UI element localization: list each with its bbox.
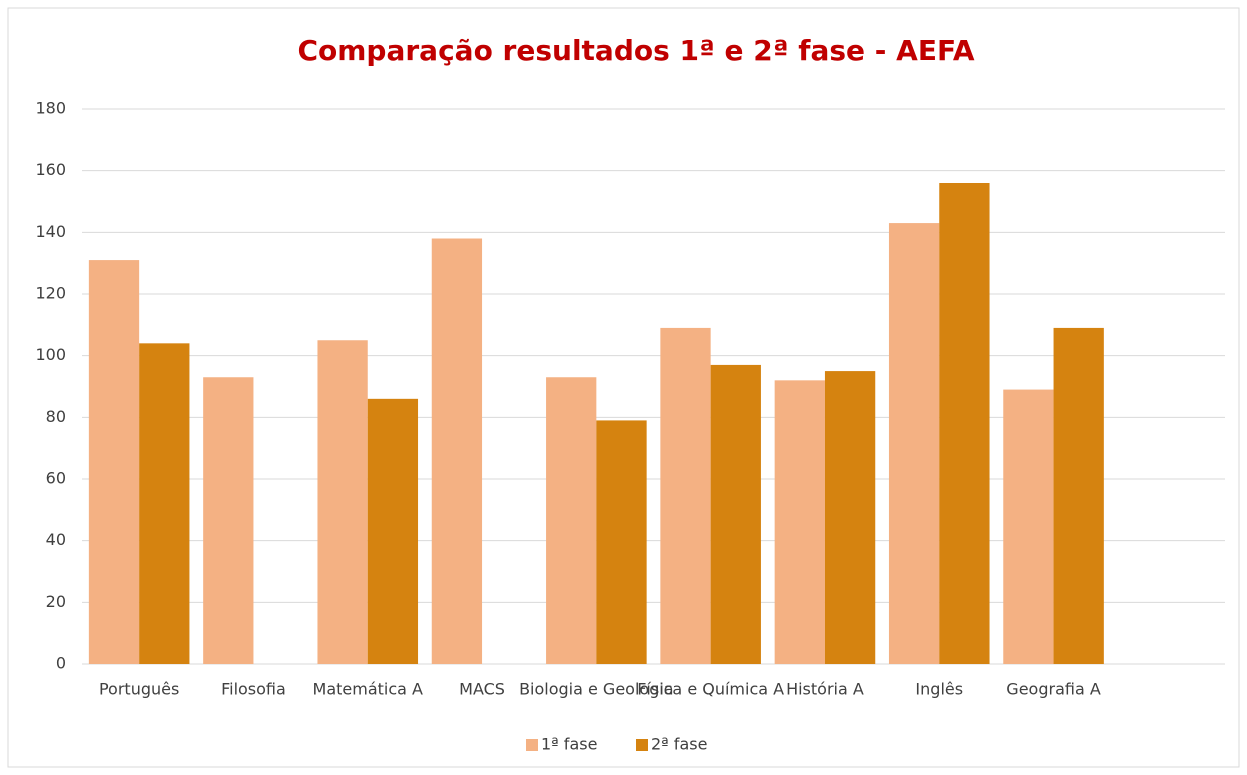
x-tick-label: Física e Química A — [637, 680, 784, 699]
legend-swatch — [636, 739, 648, 751]
y-tick-label: 80 — [46, 407, 66, 426]
x-tick-label: Português — [99, 680, 179, 699]
y-tick-label: 120 — [35, 284, 66, 303]
y-tick-label: 40 — [46, 530, 66, 549]
y-tick-label: 20 — [46, 592, 66, 611]
y-tick-label: 60 — [46, 469, 66, 488]
y-tick-label: 180 — [35, 99, 66, 118]
legend-label: 2ª fase — [651, 735, 707, 754]
bar — [1053, 327, 1104, 664]
bar — [1003, 389, 1054, 664]
x-tick-label: MACS — [459, 680, 505, 699]
legend-label: 1ª fase — [541, 735, 597, 754]
bar — [88, 260, 140, 664]
y-tick-label: 160 — [35, 160, 66, 179]
y-tick-label: 100 — [35, 345, 66, 364]
bar — [431, 238, 483, 664]
y-tick-label: 140 — [35, 222, 66, 241]
bar — [939, 183, 990, 664]
bar — [774, 380, 825, 664]
bar — [660, 327, 711, 664]
bar — [596, 420, 647, 664]
x-tick-label: Geografia A — [1006, 680, 1101, 699]
x-tick-label: Biologia e Geologia — [519, 680, 674, 699]
bar — [317, 340, 368, 664]
bar — [710, 364, 761, 664]
chart-title: Comparação resultados 1ª e 2ª fase - AEF… — [297, 34, 974, 67]
x-tick-label: Matemática A — [313, 680, 424, 699]
y-tick-label: 0 — [56, 654, 66, 673]
bar — [203, 377, 254, 664]
bar — [824, 371, 876, 664]
bar — [139, 343, 190, 664]
bar — [367, 398, 419, 664]
x-tick-label: Filosofia — [221, 680, 286, 699]
bar — [546, 377, 597, 664]
x-tick-label: História A — [786, 680, 864, 699]
bar — [888, 223, 940, 665]
x-tick-label: Inglês — [915, 680, 963, 699]
legend-swatch — [526, 739, 538, 751]
